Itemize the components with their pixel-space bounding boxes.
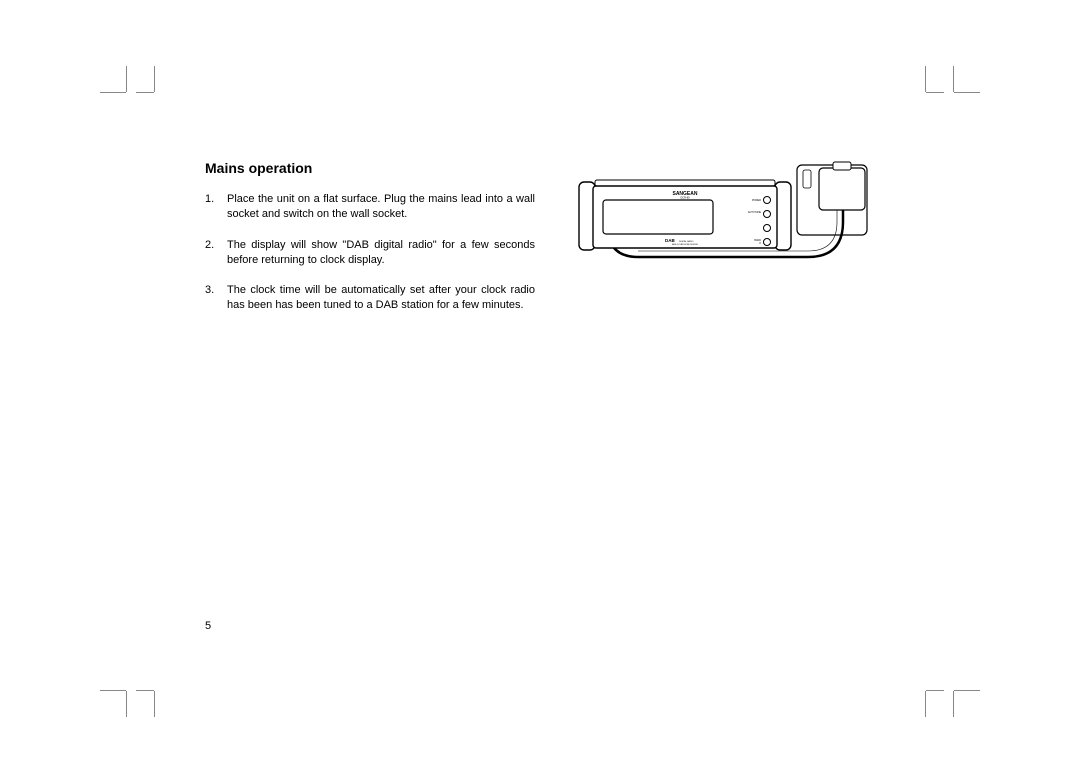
crop-mark-top-left xyxy=(100,70,150,120)
radio-plug-diagram: SANGEAN DCR-89 DAB DIGITAL RADIO BAND II… xyxy=(575,160,895,270)
radio-svg: SANGEAN DCR-89 DAB DIGITAL RADIO BAND II… xyxy=(575,160,895,270)
dab-sub: DIGITAL RADIO xyxy=(679,240,694,243)
svg-text:⟳: ⟳ xyxy=(759,242,761,245)
step-number: 2. xyxy=(205,238,227,268)
svg-text:POWER: POWER xyxy=(752,199,761,202)
crop-mark-bottom-right xyxy=(930,663,980,713)
radio-unit: SANGEAN DCR-89 DAB DIGITAL RADIO BAND II… xyxy=(579,180,791,250)
step-number: 3. xyxy=(205,283,227,313)
crop-mark-top-right xyxy=(930,70,980,120)
step-item: 2.The display will show "DAB digital rad… xyxy=(205,238,535,268)
step-text: Place the unit on a flat surface. Plug t… xyxy=(227,192,535,222)
page-number: 5 xyxy=(205,620,211,632)
section-heading: Mains operation xyxy=(205,160,535,176)
dab-label: DAB xyxy=(665,238,675,243)
svg-text:AUTOTUNE: AUTOTUNE xyxy=(748,211,762,214)
wall-socket xyxy=(797,162,867,235)
crop-mark-bottom-left xyxy=(100,663,150,713)
step-text: The clock time will be automatically set… xyxy=(227,283,535,313)
model-label: DCR-89 xyxy=(680,197,690,200)
step-text: The display will show "DAB digital radio… xyxy=(227,238,535,268)
step-number: 1. xyxy=(205,192,227,222)
step-item: 1.Place the unit on a flat surface. Plug… xyxy=(205,192,535,222)
content-column: Mains operation 1.Place the unit on a fl… xyxy=(205,160,535,329)
step-item: 3.The clock time will be automatically s… xyxy=(205,283,535,313)
manual-page: Mains operation 1.Place the unit on a fl… xyxy=(0,0,1080,763)
steps-list: 1.Place the unit on a flat surface. Plug… xyxy=(205,192,535,313)
